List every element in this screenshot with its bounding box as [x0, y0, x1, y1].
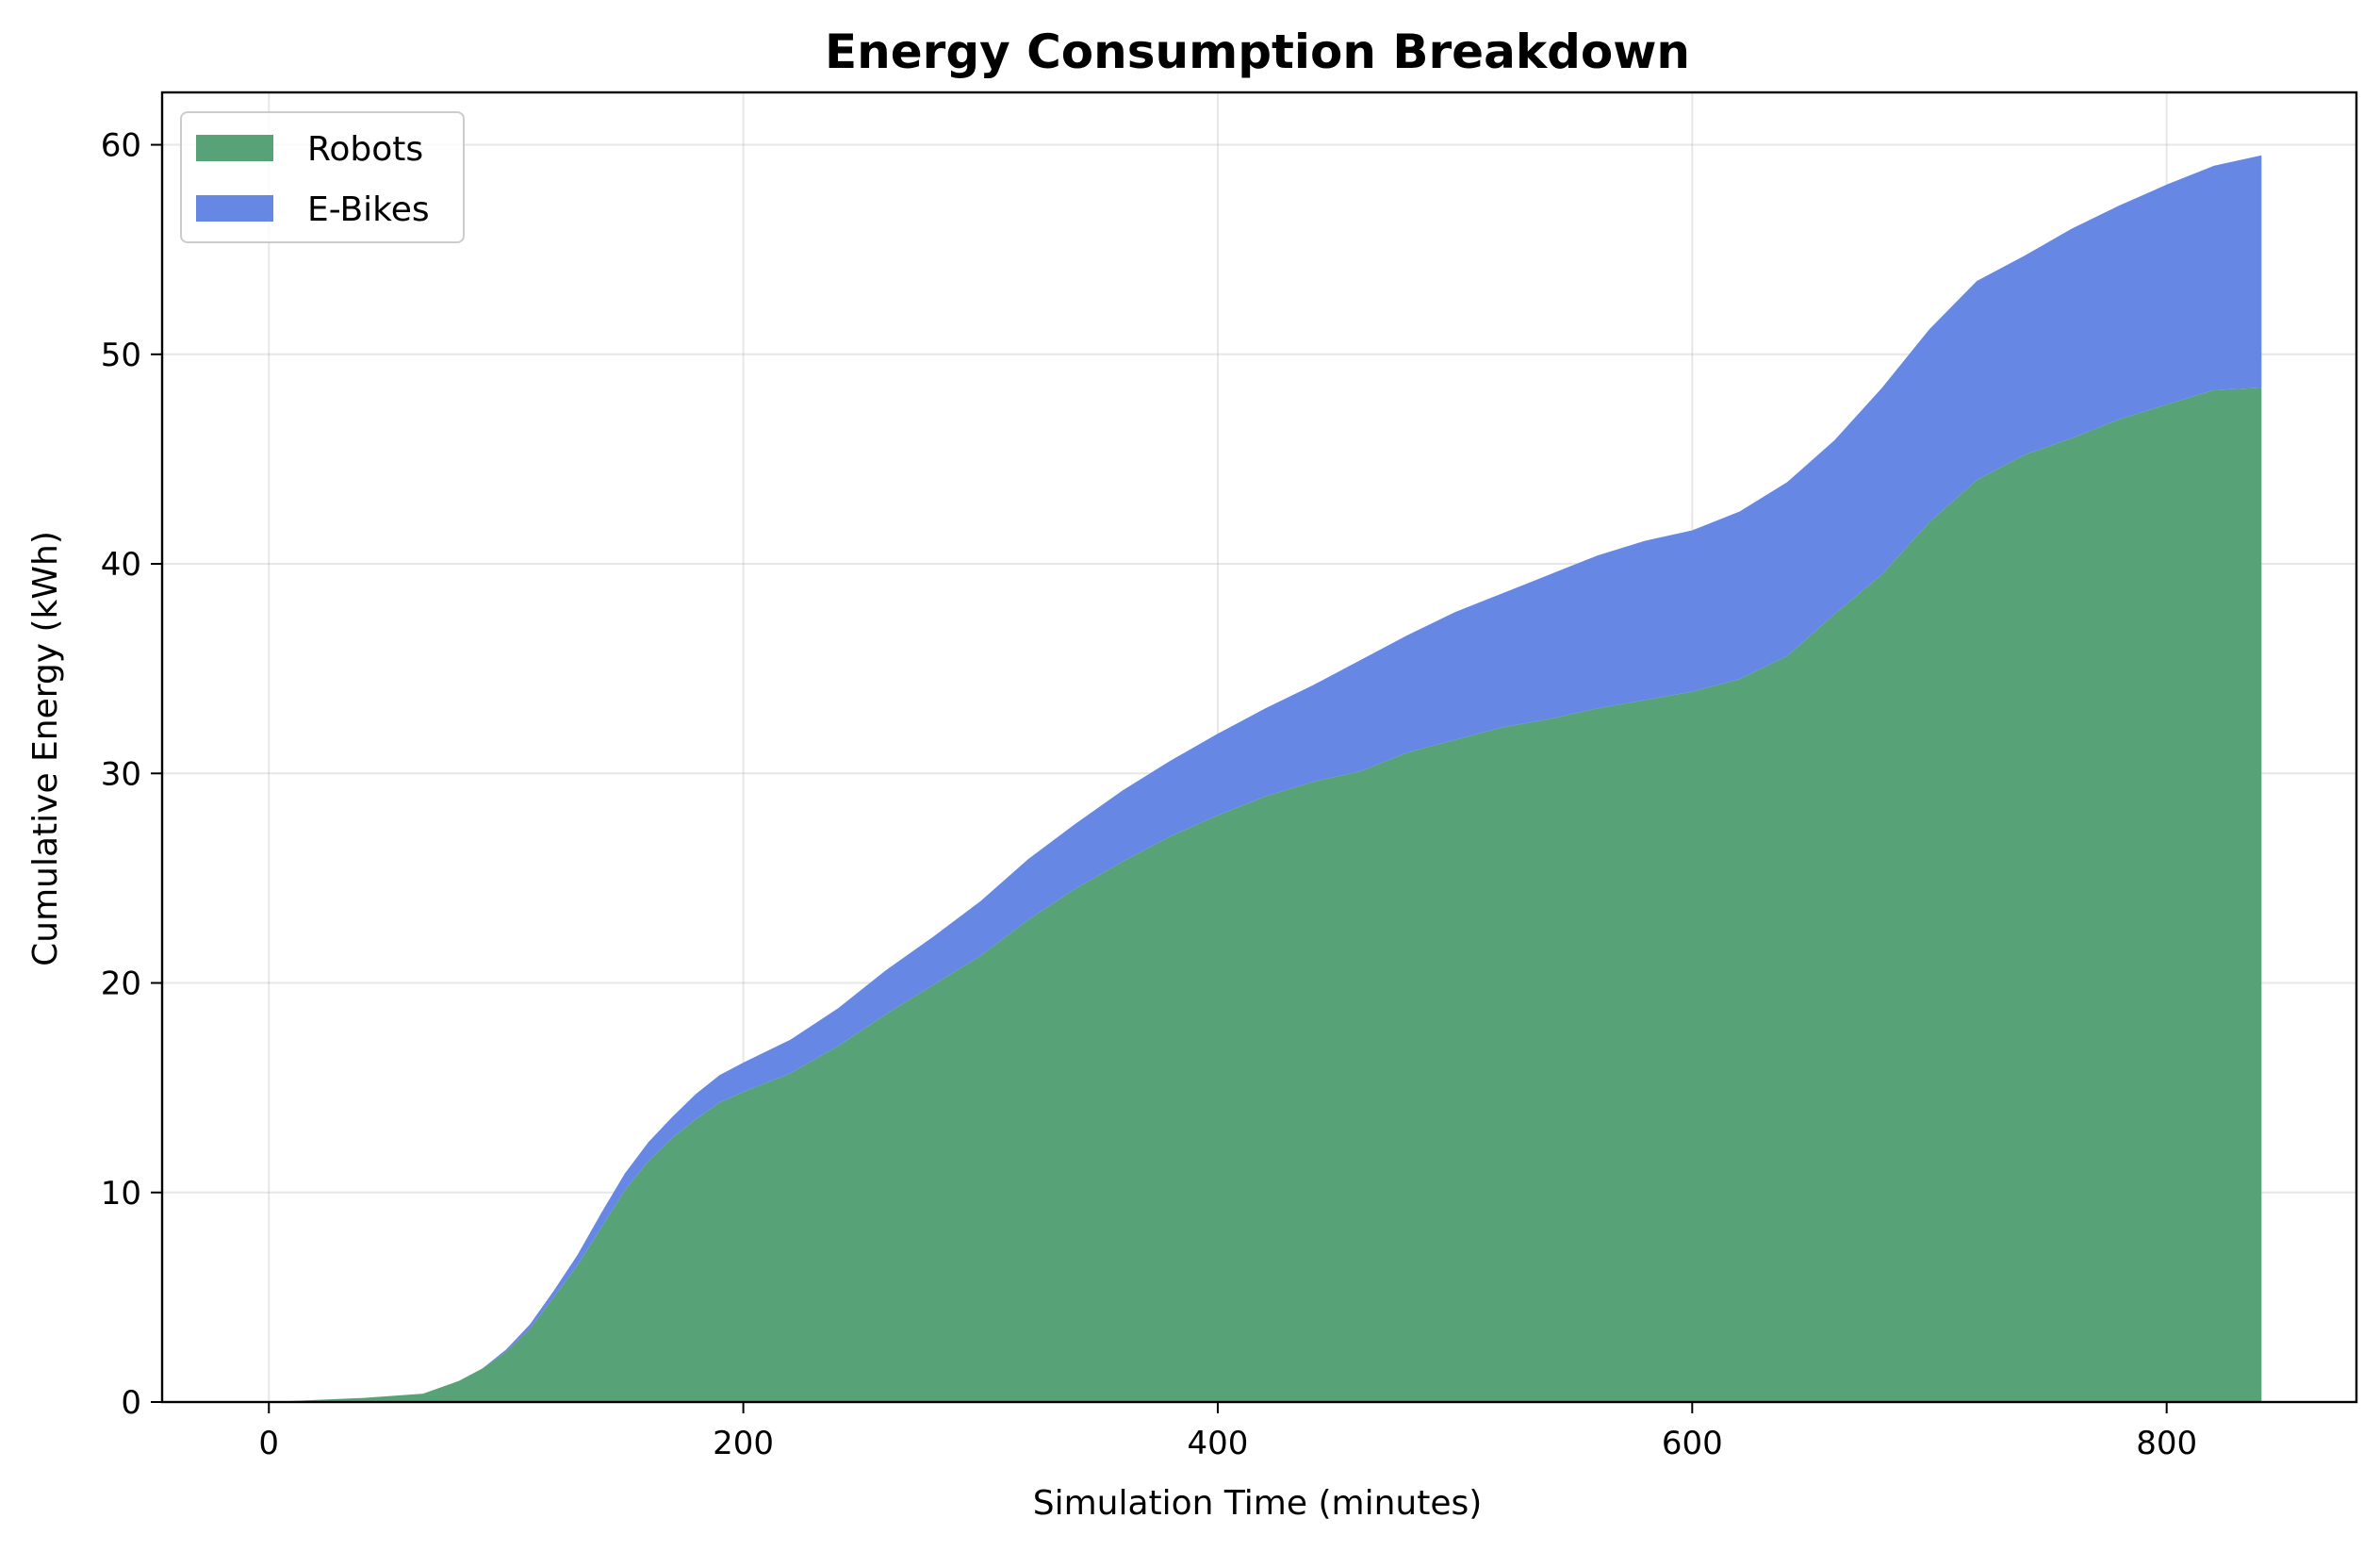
x-tick-label: 800 [2136, 1425, 2197, 1462]
y-tick-label: 60 [101, 127, 141, 165]
area-series-e-bikes [269, 155, 2262, 1403]
area-series-robots [269, 388, 2262, 1402]
legend-label-e-bikes: E-Bikes [307, 190, 430, 229]
legend-label-robots: Robots [307, 130, 423, 169]
legend: Robots E-Bikes [180, 111, 465, 243]
plot-frame [160, 91, 2358, 1404]
x-tick-label: 400 [1188, 1425, 1249, 1462]
x-tick-label: 200 [713, 1425, 774, 1462]
y-tick-label: 0 [121, 1384, 141, 1422]
legend-swatch-e-bikes [196, 195, 273, 222]
x-tick-label: 600 [1662, 1425, 1723, 1462]
area-layer [269, 155, 2262, 1403]
y-axis-label: Cumulative Energy (kWh) [26, 531, 65, 966]
legend-swatch-robots [196, 135, 273, 161]
ticks: 0 200 400 600 800 0 10 20 30 40 50 60 [101, 127, 2197, 1462]
x-tick-label: 0 [258, 1425, 279, 1462]
y-tick-label: 30 [101, 755, 141, 793]
y-tick-label: 10 [101, 1175, 141, 1213]
y-tick-label: 50 [101, 337, 141, 374]
y-tick-label: 20 [101, 965, 141, 1003]
x-axis-label: Simulation Time (minutes) [1033, 1484, 1483, 1523]
y-tick-label: 40 [101, 546, 141, 584]
chart-title: Energy Consumption Breakdown [825, 25, 1690, 79]
